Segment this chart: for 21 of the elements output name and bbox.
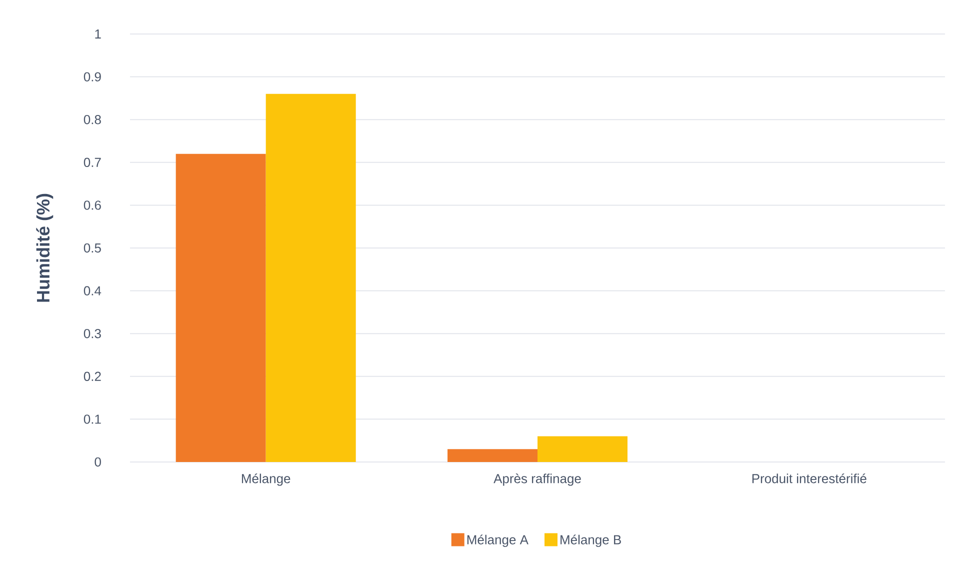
y-tick-label: 0.9 — [84, 72, 101, 82]
bar — [176, 154, 266, 462]
legend-label: Mélange B — [560, 534, 621, 547]
legend-label: Mélange A — [467, 534, 528, 547]
y-tick-label: 0.4 — [84, 286, 102, 296]
x-tick-label: Produit interestérifié — [752, 474, 866, 484]
y-axis-title: Humidité (%) — [36, 194, 54, 302]
y-tick-label: 0.8 — [84, 114, 101, 124]
y-tick-label: 0.6 — [84, 200, 101, 210]
y-tick-label: 0.2 — [84, 372, 101, 381]
bar — [266, 94, 356, 462]
y-tick-label: 0.5 — [84, 243, 101, 253]
x-tick-label: Mélange — [242, 474, 290, 486]
bar — [448, 449, 538, 462]
x-tick-label: Après raffinage — [494, 474, 581, 486]
y-tick-label: 0.1 — [84, 414, 101, 424]
bar — [538, 436, 628, 462]
y-tick-label: 1 — [95, 30, 101, 38]
y-tick-label: 0.7 — [84, 158, 101, 167]
y-tick-label: 0.3 — [84, 328, 101, 338]
y-tick-label: 0 — [94, 457, 101, 467]
